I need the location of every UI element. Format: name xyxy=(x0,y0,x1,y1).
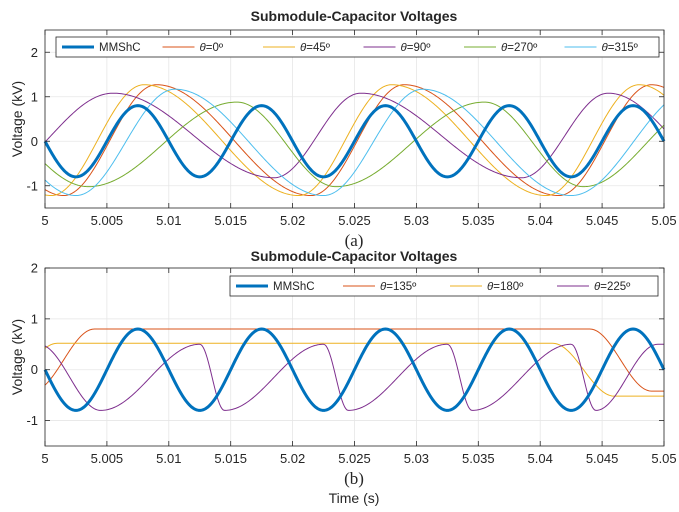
panel-b-x-ticks: 5 5.005 5.01 5.015 5.02 5.025 5.03 5.035 5.04 5.0… xyxy=(41,268,677,466)
panel-b-chart: 5 5.005 5.01 5.015 5.02 5.025 5.03 5.035 5.04 5.0… xyxy=(9,248,677,506)
panel-b-title: Submodule-Capacitor Voltages xyxy=(251,248,458,264)
panel-a-y-tick-label: 0 xyxy=(31,134,38,149)
panel-a-x-tick-label: 5.035 xyxy=(462,213,495,228)
panel-a-legend-label-270: θ=270º xyxy=(501,42,538,54)
panel-b-x-tick-label: 5.045 xyxy=(586,451,619,466)
panel-a-y-tick-label: 2 xyxy=(31,45,38,60)
panel-a-legend-label-90: θ=90º xyxy=(401,42,432,54)
panel-a-series-lines xyxy=(43,84,666,197)
panel-b-y-axis-label: Voltage (kV) xyxy=(9,319,25,395)
panel-b-legend-label-mmshc: MMShC xyxy=(273,281,315,293)
panel-a-series-line-270 xyxy=(44,101,665,188)
panel-a-y-tick-label: -1 xyxy=(26,178,38,193)
panel-b-x-tick-label: 5.015 xyxy=(214,451,247,466)
panel-b-x-tick-label: 5 xyxy=(41,451,48,466)
panel-b-x-tick-label: 5.03 xyxy=(404,451,429,466)
panel-b-series-lines xyxy=(43,327,666,412)
panel-b-legend-label-225: θ=225º xyxy=(594,281,631,293)
panel-b-x-tick-label: 5.05 xyxy=(651,451,676,466)
panel-b-x-tick-label: 5.005 xyxy=(91,451,124,466)
panel-b-x-tick-label: 5.025 xyxy=(338,451,371,466)
panel-a-series-line-315 xyxy=(44,88,665,197)
panel-a-legend-box xyxy=(55,36,660,58)
panel-b-x-axis-label: Time (s) xyxy=(329,490,380,506)
panel-b-x-tick-label: 5.01 xyxy=(156,451,181,466)
panel-a-legend-label-mmshc: MMShC xyxy=(99,42,141,54)
panel-a-x-tick-label: 5.05 xyxy=(651,213,676,228)
panel-a-x-tick-label: 5.04 xyxy=(528,213,553,228)
panel-b-series-line-mmshc xyxy=(43,327,666,412)
panel-b-series-line-135 xyxy=(44,328,664,392)
panel-b-x-tick-label: 5.035 xyxy=(462,451,495,466)
panel-a-series-line-mmshc xyxy=(43,104,666,179)
panel-b-x-tick-label: 5.02 xyxy=(280,451,305,466)
panel-a-series-line-45 xyxy=(44,84,665,197)
panel-a-x-tick-label: 5.005 xyxy=(91,213,124,228)
panel-b-label: (b) xyxy=(344,469,364,488)
panel-a-y-axis-label: Voltage (kV) xyxy=(9,81,25,157)
panel-b-legend: MMShC θ=135º θ=180º θ=225º xyxy=(229,275,659,297)
panel-a-x-ticks: 5 5.005 5.01 5.015 5.02 5.025 5.03 5.035 5.04 5.0… xyxy=(41,30,677,228)
panel-b-legend-box xyxy=(229,275,659,297)
panel-a-x-tick-label: 5.02 xyxy=(280,213,305,228)
panel-a-x-tick-label: 5 xyxy=(41,213,48,228)
panel-a-legend-label-45: θ=45º xyxy=(300,42,331,54)
panel-a-series-line-0 xyxy=(44,84,665,197)
panel-a-chart: 5 5.005 5.01 5.015 5.02 5.025 5.03 5.035 5.04 5.0… xyxy=(9,8,677,250)
panel-b-y-tick-label: 1 xyxy=(31,311,38,326)
panel-a-x-tick-label: 5.015 xyxy=(214,213,247,228)
panel-b-y-tick-label: -1 xyxy=(26,413,38,428)
panel-a-title: Submodule-Capacitor Voltages xyxy=(251,8,458,24)
panel-b-x-tick-label: 5.04 xyxy=(528,451,553,466)
panel-b-y-tick-label: 0 xyxy=(31,362,38,377)
panel-a-y-tick-label: 1 xyxy=(31,89,38,104)
panel-a-legend: MMShC θ=0º θ=45º θ=90º θ=270º θ=315º xyxy=(55,36,660,58)
panel-a-x-tick-label: 5.025 xyxy=(338,213,371,228)
panel-a-x-tick-label: 5.045 xyxy=(586,213,619,228)
panel-a-series-line-90 xyxy=(44,92,665,179)
panel-b-series-line-225 xyxy=(44,343,664,411)
panel-a-legend-label-0: θ=0º xyxy=(200,42,224,54)
panel-b-legend-label-135: θ=135º xyxy=(380,281,417,293)
panel-b-y-tick-label: 2 xyxy=(31,261,38,276)
panel-a-label: (a) xyxy=(345,231,364,250)
panel-a-legend-label-315: θ=315º xyxy=(602,42,639,54)
panel-a-x-tick-label: 5.01 xyxy=(156,213,181,228)
panel-a-y-ticks: -1 0 1 2 xyxy=(26,45,664,193)
panel-b-legend-label-180: θ=180º xyxy=(487,281,524,293)
panel-a-x-tick-label: 5.03 xyxy=(404,213,429,228)
panel-b-y-ticks: -1 0 1 2 xyxy=(26,261,664,428)
